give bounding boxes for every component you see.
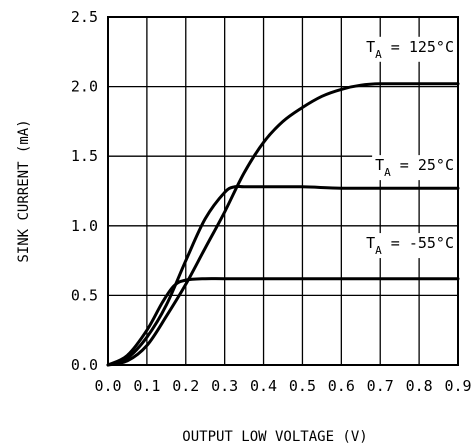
series-label-rest: = -55°C xyxy=(382,234,454,252)
y-tick-label: 2.0 xyxy=(71,78,98,96)
series-label-subscript: A xyxy=(375,48,382,61)
x-tick-label: 0.5 xyxy=(289,377,316,395)
series-label-25c: TA = 25°C xyxy=(375,156,454,179)
x-tick-label: 0.7 xyxy=(367,377,394,395)
series-label-rest: = 125°C xyxy=(382,38,454,56)
plot-frame xyxy=(107,16,459,366)
y-tick-label: 1.5 xyxy=(71,147,98,165)
y-tick-label: 0.5 xyxy=(71,286,98,304)
x-tick-label: 0.6 xyxy=(328,377,355,395)
series-label-background xyxy=(363,36,457,62)
series-label-main: T xyxy=(366,234,375,252)
series-labels: TA = 125°CTA = 25°CTA = -55°C xyxy=(363,36,457,259)
series-label-rest: = 25°C xyxy=(391,156,454,174)
y-tick-labels: 0.0 0.5 1.0 1.5 2.0 2.5 xyxy=(71,8,98,374)
series-label-background xyxy=(363,233,457,259)
y-tick-label: 2.5 xyxy=(71,8,98,26)
series-label-minus-55c: TA = -55°C xyxy=(366,234,454,257)
y-axis-title: SINK CURRENT (mA) xyxy=(16,119,32,262)
x-tick-label: 0.3 xyxy=(211,377,238,395)
y-tick-label: 1.0 xyxy=(71,217,98,235)
x-tick-label: 0.4 xyxy=(250,377,277,395)
series-label-subscript: A xyxy=(384,166,391,179)
x-tick-label: 0.0 xyxy=(94,377,121,395)
series-line-minus-55c xyxy=(106,277,460,367)
x-tick-label: 0.1 xyxy=(133,377,160,395)
x-axis-title: OUTPUT LOW VOLTAGE (V) xyxy=(182,429,367,445)
y-tick-label: 0.0 xyxy=(71,356,98,374)
x-tick-label: 0.8 xyxy=(406,377,433,395)
series-lines xyxy=(106,82,460,367)
series-label-main: T xyxy=(366,38,375,56)
series-label-background xyxy=(372,155,457,181)
x-tick-label: 0.9 xyxy=(444,377,471,395)
series-line-25c xyxy=(106,184,460,367)
series-label-main: T xyxy=(375,156,384,174)
series-line-125c xyxy=(106,82,460,367)
grid-lines xyxy=(107,16,459,366)
series-label-subscript: A xyxy=(375,244,382,257)
series-label-125c: TA = 125°C xyxy=(366,38,454,61)
x-tick-labels: 0.0 0.1 0.2 0.3 0.4 0.5 0.6 0.7 0.8 0.9 xyxy=(94,377,471,395)
x-tick-label: 0.2 xyxy=(172,377,199,395)
